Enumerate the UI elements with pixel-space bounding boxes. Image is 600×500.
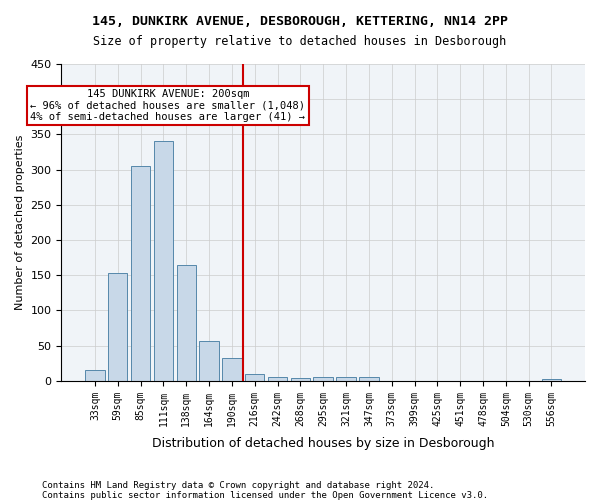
Bar	[199, 341, 219, 381]
Bar	[154, 142, 173, 381]
Bar	[176, 264, 196, 381]
Bar	[85, 370, 104, 381]
Bar	[245, 374, 265, 381]
Bar	[131, 166, 150, 381]
Text: 145, DUNKIRK AVENUE, DESBOROUGH, KETTERING, NN14 2PP: 145, DUNKIRK AVENUE, DESBOROUGH, KETTERI…	[92, 15, 508, 28]
Bar	[313, 378, 333, 381]
Text: Contains public sector information licensed under the Open Government Licence v3: Contains public sector information licen…	[42, 491, 488, 500]
Text: 145 DUNKIRK AVENUE: 200sqm
← 96% of detached houses are smaller (1,048)
4% of se: 145 DUNKIRK AVENUE: 200sqm ← 96% of deta…	[31, 88, 305, 122]
Text: Size of property relative to detached houses in Desborough: Size of property relative to detached ho…	[94, 35, 506, 48]
Bar	[542, 379, 561, 381]
Bar	[290, 378, 310, 381]
Bar	[359, 378, 379, 381]
Bar	[222, 358, 242, 381]
Y-axis label: Number of detached properties: Number of detached properties	[15, 135, 25, 310]
Bar	[108, 273, 127, 381]
Bar	[268, 376, 287, 381]
Bar	[337, 378, 356, 381]
Text: Contains HM Land Registry data © Crown copyright and database right 2024.: Contains HM Land Registry data © Crown c…	[42, 481, 434, 490]
X-axis label: Distribution of detached houses by size in Desborough: Distribution of detached houses by size …	[152, 437, 494, 450]
